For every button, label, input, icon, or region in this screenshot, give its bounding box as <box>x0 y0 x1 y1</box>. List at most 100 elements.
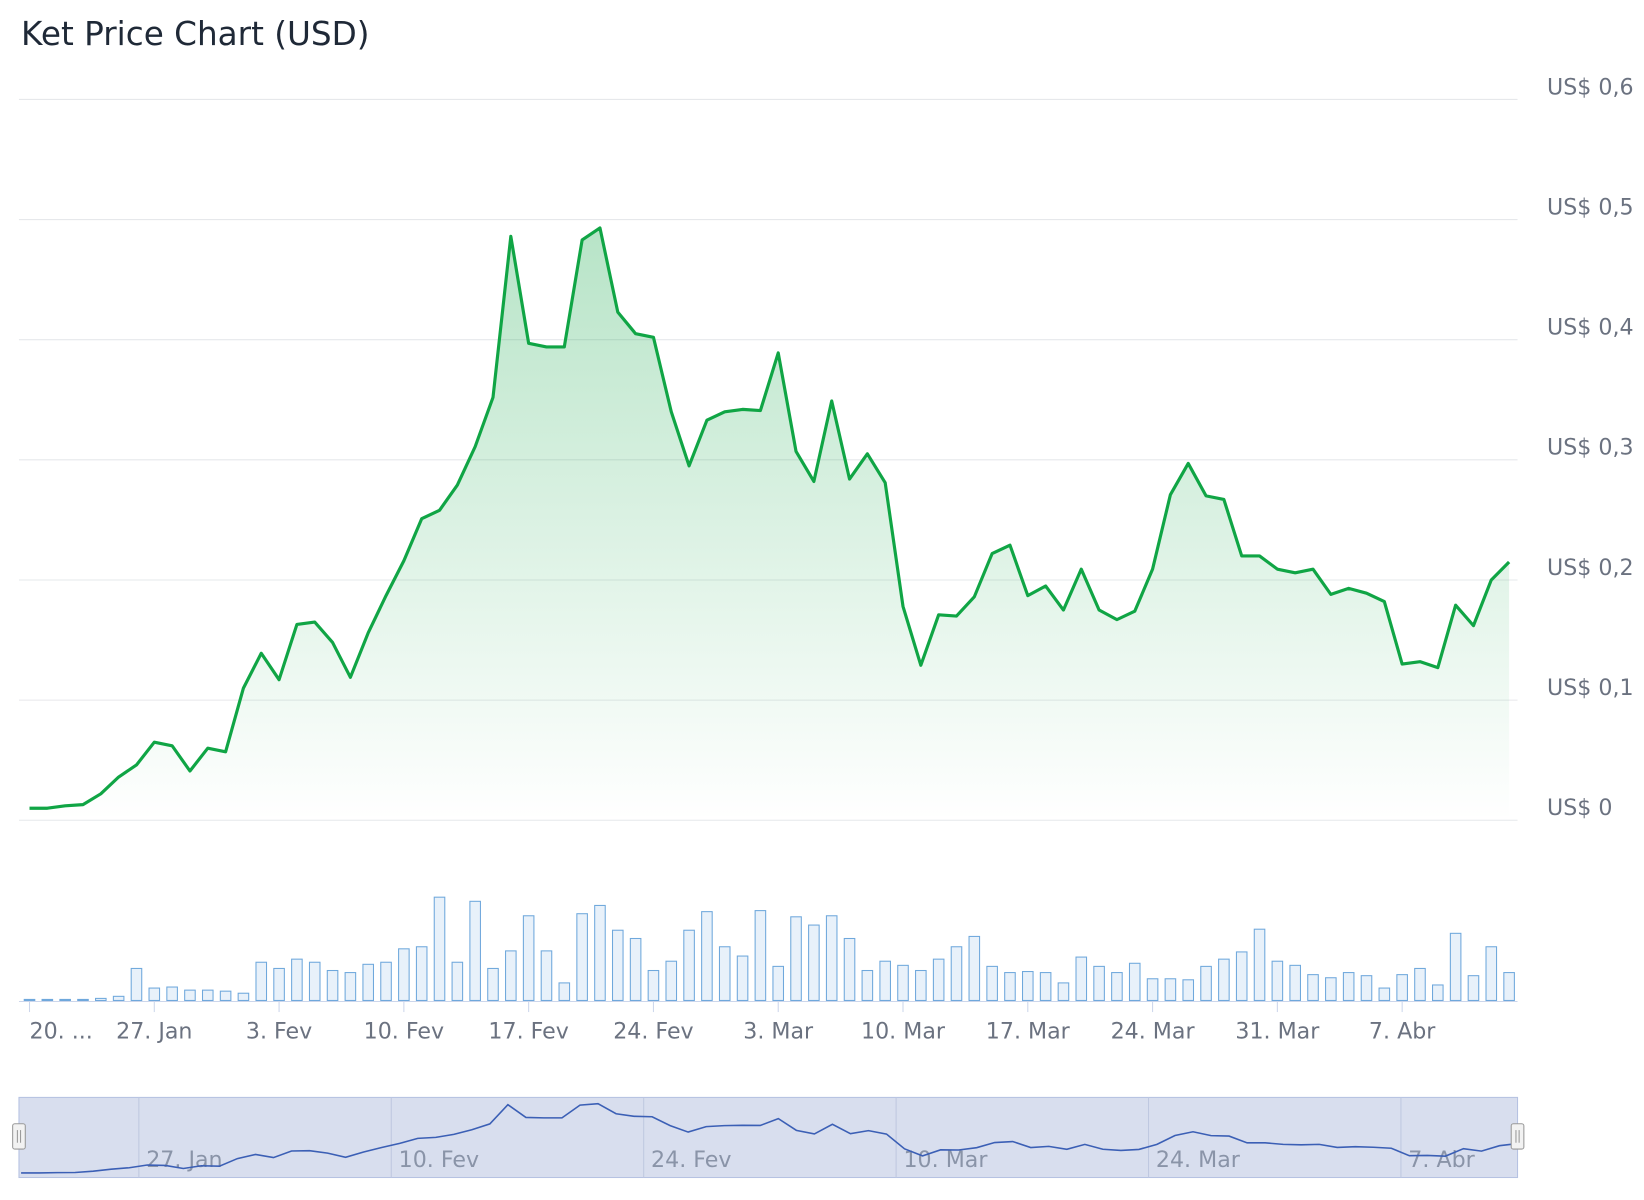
volume-bar <box>1111 972 1123 1001</box>
volume-bar <box>487 967 499 1001</box>
x-tick-label: 3. Fev <box>246 1019 312 1045</box>
volume-bar <box>843 937 856 1001</box>
x-tick-label: 7. Abr <box>1369 1019 1436 1045</box>
y-tick-label: US$ 0,1 <box>1547 675 1634 701</box>
volume-bar <box>558 982 571 1001</box>
volume-bar <box>273 967 285 1001</box>
navigator-tick-label: 24. Mar <box>1156 1147 1241 1173</box>
volume-bar <box>594 904 606 1001</box>
volume-bar <box>772 965 785 1001</box>
volume-bar <box>255 961 268 1001</box>
volume-bar <box>1360 975 1373 1001</box>
volume-bar <box>808 924 820 1001</box>
volume-bar <box>915 969 927 1001</box>
volume-bar <box>897 964 909 1001</box>
volume-bar <box>1271 960 1284 1001</box>
volume-bar <box>861 969 874 1001</box>
navigator-handle[interactable] <box>1510 1123 1525 1150</box>
y-tick-label: US$ 0,6 <box>1547 74 1634 100</box>
volume-bar <box>986 965 998 1001</box>
volume-bar <box>754 910 767 1001</box>
x-tick-label: 17. Mar <box>986 1019 1071 1045</box>
x-tick-label: 24. Mar <box>1111 1019 1196 1045</box>
volume-bar <box>469 900 481 1001</box>
volume-bar <box>95 997 107 1001</box>
volume-bar <box>1414 967 1426 1001</box>
volume-bar <box>1325 977 1337 1001</box>
y-tick-label: US$ 0,4 <box>1547 315 1634 341</box>
volume-bar <box>968 935 981 1001</box>
volume-bar <box>1075 956 1088 1001</box>
y-tick-label: US$ 0,5 <box>1547 194 1634 220</box>
volume-bar <box>237 992 250 1001</box>
x-tick-label: 20. ... <box>30 1019 93 1045</box>
volume-bar <box>505 950 517 1001</box>
volume-bar <box>77 998 89 1001</box>
y-tick-label: US$ 0,3 <box>1547 435 1634 461</box>
volume-bar <box>1057 982 1070 1001</box>
volume-bar <box>398 948 410 1001</box>
price-area <box>29 227 1510 821</box>
volume-bar <box>219 990 232 1001</box>
x-tick-label: 10. Mar <box>861 1019 946 1045</box>
volume-bar <box>1146 978 1159 1001</box>
volume-bar <box>415 946 428 1001</box>
volume-bar <box>665 960 678 1001</box>
volume-bar <box>184 989 196 1001</box>
volume-bar <box>683 929 695 1001</box>
chart-title: Ket Price Chart (USD) <box>21 15 369 53</box>
volume-bar <box>166 986 178 1001</box>
x-tick-label: 10. Fev <box>364 1019 444 1045</box>
navigator-tick-label: 10. Fev <box>399 1147 479 1173</box>
navigator-selection <box>18 1096 1519 1179</box>
volume-bar <box>41 998 54 1001</box>
volume-bar <box>362 963 375 1001</box>
x-tick-label: 17. Fev <box>488 1019 568 1045</box>
volume-bar <box>59 998 71 1001</box>
volume-bar <box>1289 964 1301 1001</box>
volume-bar <box>344 972 357 1001</box>
volume-bar <box>1449 932 1462 1001</box>
y-tick-label: US$ 0 <box>1547 795 1612 821</box>
volume-bar <box>790 916 802 1001</box>
volume-bar <box>1218 958 1230 1001</box>
volume-bar <box>1253 928 1266 1001</box>
volume-bar <box>1467 975 1480 1001</box>
volume-bar <box>1485 946 1498 1001</box>
navigator-handle[interactable] <box>12 1123 26 1150</box>
y-tick-label: US$ 0,2 <box>1547 555 1634 581</box>
volume-bar <box>522 915 535 1001</box>
navigator-tick-label: 10. Mar <box>903 1147 988 1173</box>
volume-bar <box>825 915 838 1001</box>
volume-bar <box>540 950 553 1001</box>
volume-bar <box>1307 974 1319 1001</box>
volume-bar <box>1021 971 1034 1001</box>
x-tick-label: 27. Jan <box>116 1019 192 1045</box>
volume-bar <box>291 958 303 1001</box>
volume-bar <box>701 911 713 1001</box>
volume-bar <box>1235 951 1248 1001</box>
volume-bar <box>1164 978 1177 1001</box>
volume-bar <box>23 998 36 1001</box>
volume-bar <box>148 987 161 1001</box>
navigator-tick-label: 24. Fev <box>651 1147 731 1173</box>
volume-bar <box>1039 972 1052 1001</box>
volume-bar <box>1378 987 1391 1001</box>
volume-bar <box>112 995 125 1001</box>
x-tick-label: 31. Mar <box>1235 1019 1320 1045</box>
volume-bar <box>1200 965 1212 1001</box>
x-tick-label: 3. Mar <box>743 1019 814 1045</box>
volume-bar <box>647 969 660 1001</box>
x-tick-label: 24. Fev <box>613 1019 693 1045</box>
navigator-tick-label: 27. Jan <box>146 1147 222 1173</box>
volume-bar <box>380 961 392 1001</box>
volume-bar <box>130 967 143 1001</box>
volume-bar <box>201 989 214 1001</box>
volume-bar <box>1182 979 1195 1001</box>
volume-bar <box>718 946 731 1001</box>
volume-bar <box>308 961 321 1001</box>
volume-bar <box>950 946 963 1001</box>
volume-bar <box>1342 972 1355 1001</box>
